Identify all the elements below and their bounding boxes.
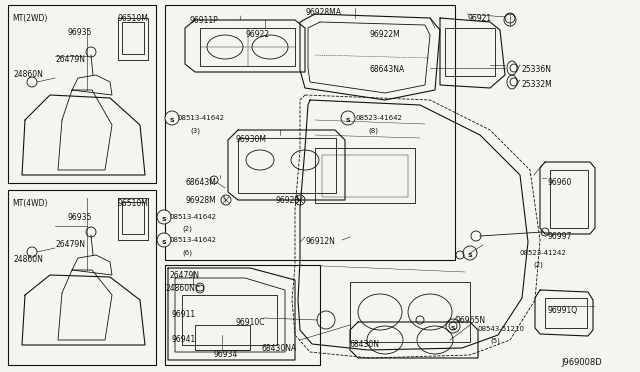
Text: 96941: 96941 [172,335,196,344]
Text: 24860N: 24860N [14,255,44,264]
Text: 68643M: 68643M [185,178,216,187]
Text: 26479N: 26479N [55,240,85,249]
Bar [195,325,250,350]
Circle shape [446,319,460,333]
Bar [550,170,588,228]
Bar [350,282,470,342]
Text: 68430NA: 68430NA [262,344,297,353]
Text: 68430N: 68430N [350,340,380,349]
Circle shape [157,233,171,247]
Text: 08523-41642: 08523-41642 [355,115,402,121]
Text: 96928M: 96928M [185,196,216,205]
Text: MT(4WD): MT(4WD) [12,199,47,208]
Bar [545,298,587,328]
Text: 96911P: 96911P [189,16,218,25]
Text: (8): (8) [368,127,378,134]
Text: 26479N: 26479N [55,55,85,64]
Text: S: S [468,253,472,258]
Circle shape [157,210,171,224]
Text: S: S [170,118,174,123]
Bar [8,190,156,365]
Text: (2): (2) [182,226,192,232]
Text: 26479N: 26479N [170,271,200,280]
Bar [122,202,144,234]
Bar [445,28,495,76]
Text: 96997: 96997 [547,232,572,241]
Text: 25332M: 25332M [522,80,553,89]
Text: (2): (2) [533,262,543,269]
Text: S: S [162,217,166,222]
Bar [122,22,144,54]
Text: 96922: 96922 [245,30,269,39]
Bar [322,155,408,197]
Text: 96935: 96935 [68,28,92,37]
Text: 68643NA: 68643NA [370,65,405,74]
Text: 96911: 96911 [172,310,196,319]
Text: 96912N: 96912N [305,237,335,246]
Text: MT(2WD): MT(2WD) [12,14,47,23]
Text: 96510M: 96510M [118,199,149,208]
Text: 08543-51210: 08543-51210 [477,326,524,332]
Bar [165,5,455,260]
Text: 08513-41642: 08513-41642 [170,214,217,220]
Bar [200,28,295,66]
Text: S: S [451,326,455,331]
Text: 24860N: 24860N [14,70,44,79]
Bar [165,265,320,365]
Text: J969008D: J969008D [561,358,602,367]
Text: 96934: 96934 [213,350,237,359]
Text: 96922M: 96922M [370,30,401,39]
Text: (6): (6) [182,249,192,256]
Text: 96928MA: 96928MA [305,8,341,17]
Bar [8,5,156,183]
Circle shape [463,246,477,260]
Text: (5): (5) [490,338,500,344]
Text: 96910C: 96910C [235,318,264,327]
Text: S: S [162,240,166,245]
Text: 96991Q: 96991Q [547,306,577,315]
Text: 96923: 96923 [275,196,300,205]
Text: (3): (3) [190,127,200,134]
Text: S: S [346,118,350,123]
Text: 08523-41242: 08523-41242 [520,250,567,256]
Bar [238,138,336,193]
Bar [182,295,277,345]
Text: 08513-41642: 08513-41642 [170,237,217,243]
Text: 96960: 96960 [547,178,572,187]
Text: 96935: 96935 [68,213,92,222]
Text: 25336N: 25336N [522,65,552,74]
Text: 96921: 96921 [467,14,491,23]
Circle shape [165,111,179,125]
Text: 96965N: 96965N [455,316,485,325]
Text: 24860N: 24860N [165,284,195,293]
Text: 96930M: 96930M [235,135,266,144]
Bar [315,148,415,203]
Text: 96510M: 96510M [118,14,149,23]
Circle shape [341,111,355,125]
Text: 08513-41642: 08513-41642 [178,115,225,121]
